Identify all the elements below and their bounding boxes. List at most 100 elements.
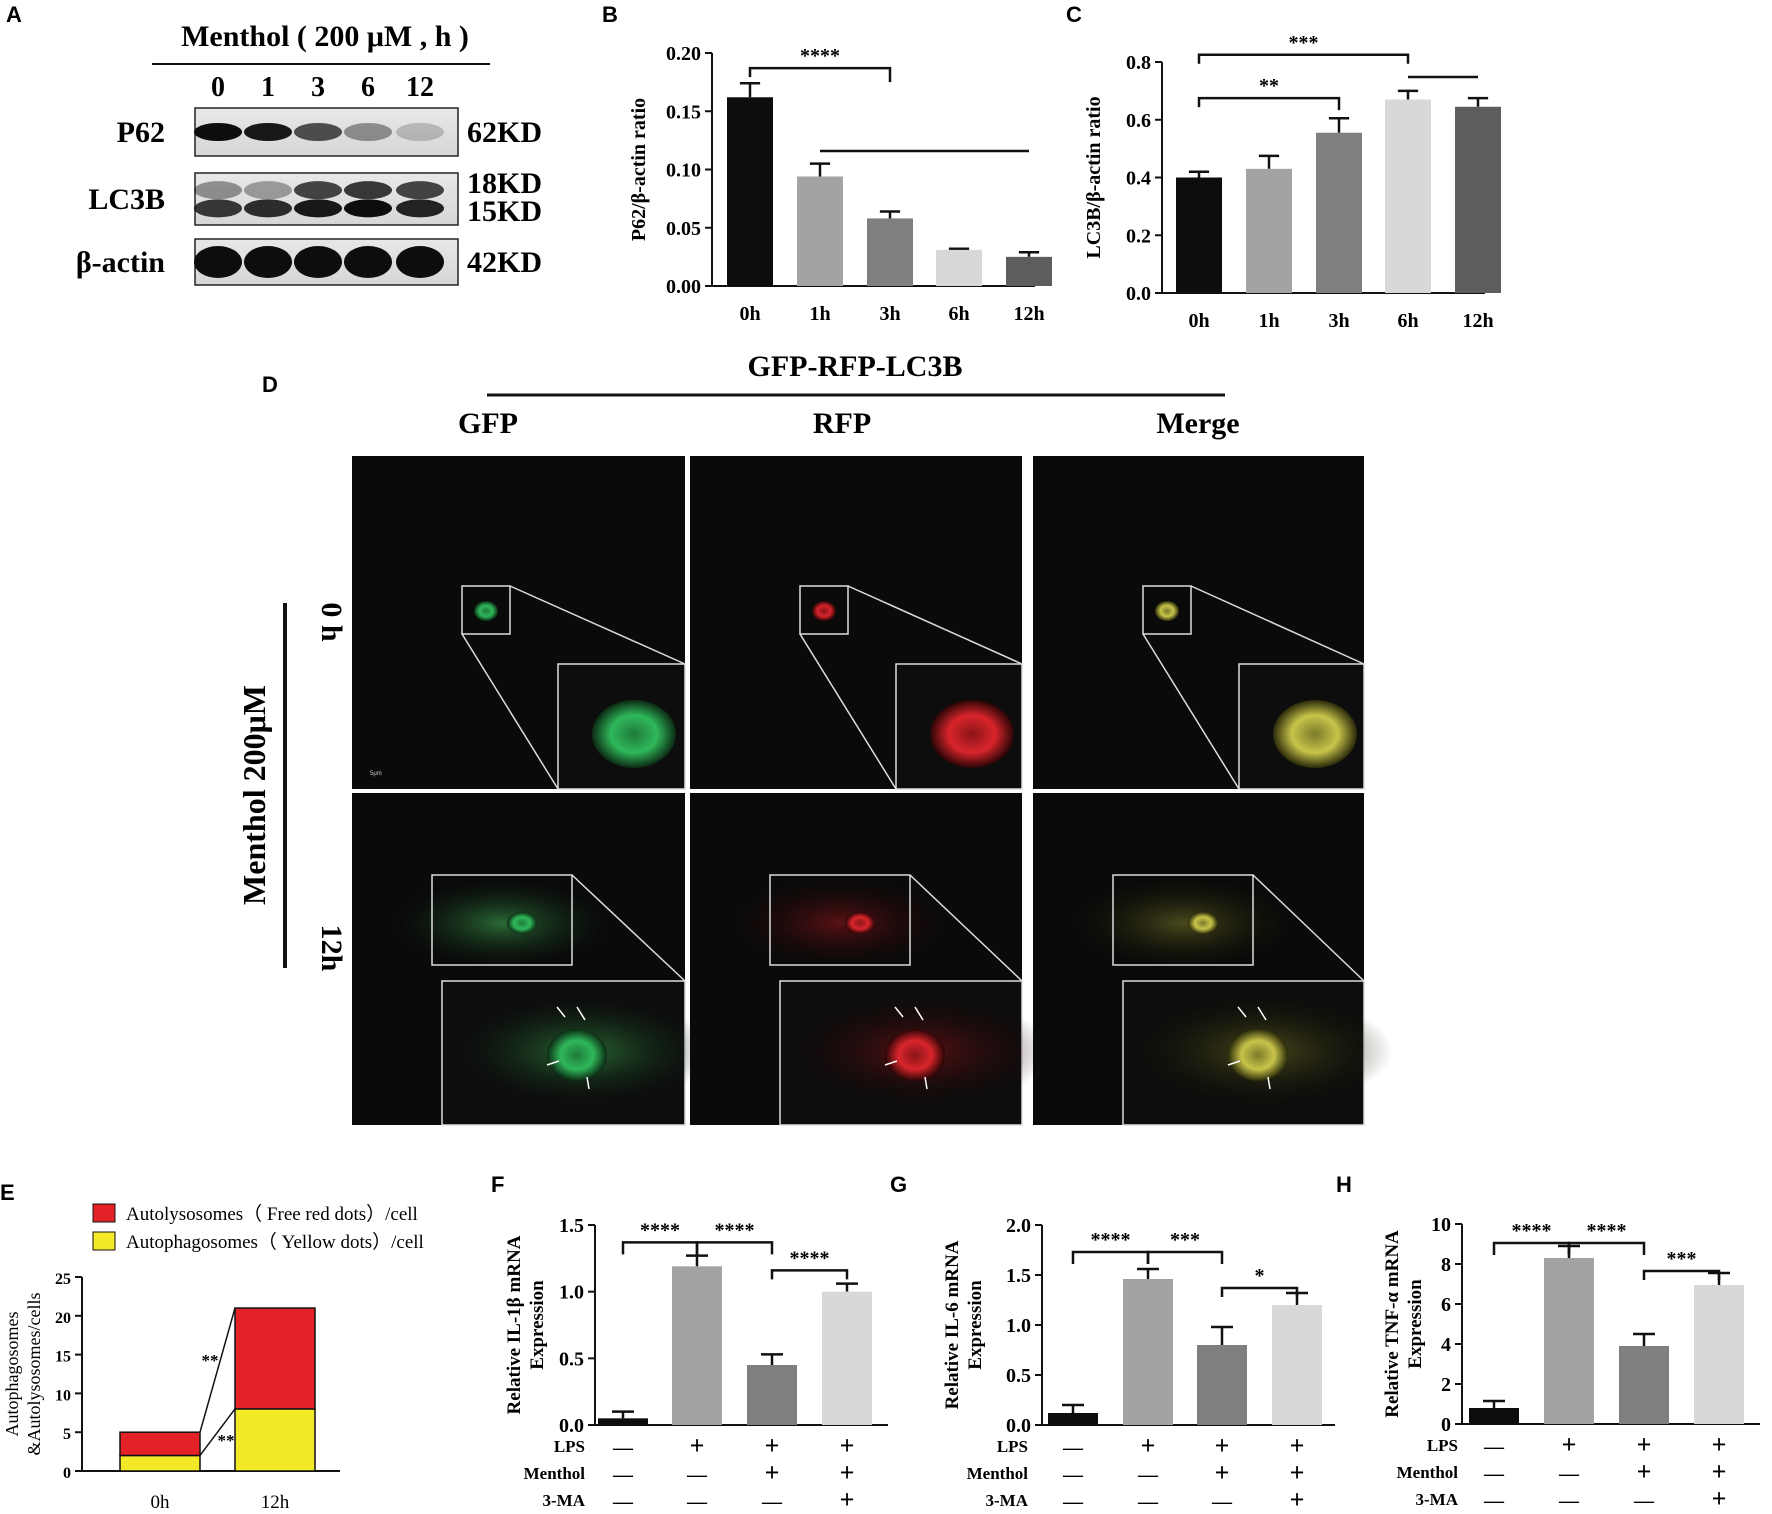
condition-label: LPS xyxy=(997,1437,1028,1456)
chart-c: C 0.0 0.2 0.4 0.6 0.8 LC3B/β-actin ratio 0h 1h 3h… xyxy=(1066,2,1501,332)
lane-label: 0 xyxy=(211,72,225,103)
bar xyxy=(867,218,913,286)
y-axis-label-line: Expression xyxy=(965,1280,986,1370)
y-tick-label: 6 xyxy=(1441,1294,1451,1316)
x-tick-label: 12h xyxy=(1013,303,1044,325)
nucleus-zoomed xyxy=(930,700,1014,768)
condition-label: 3-MA xyxy=(986,1491,1029,1510)
y-tick-label: 0.5 xyxy=(1006,1365,1031,1387)
scale-bar-label: 5μm xyxy=(370,771,382,777)
connector-line xyxy=(199,1408,236,1456)
y-tick-label: 0.15 xyxy=(666,101,701,123)
condition-mark: — xyxy=(686,1464,708,1486)
y-axis-label: P62/β-actin ratio xyxy=(628,98,650,241)
significance-bracket xyxy=(1220,1286,1299,1297)
condition-mark: + xyxy=(1141,1431,1156,1460)
y-tick-label: 1.5 xyxy=(1006,1265,1031,1287)
y-tick-label: 0.00 xyxy=(666,276,701,298)
y-tick-label: 10 xyxy=(55,1387,71,1404)
significance-label: **** xyxy=(1091,1229,1131,1251)
y-tick-label: 0.0 xyxy=(559,1415,584,1437)
blot-band xyxy=(294,181,342,200)
condition-mark: + xyxy=(1637,1430,1652,1459)
significance-label: *** xyxy=(1289,32,1319,54)
condition-mark: — xyxy=(1062,1464,1084,1486)
x-tick-label: 1h xyxy=(1258,310,1279,332)
y-tick-label: 0.0 xyxy=(1006,1415,1031,1437)
condition-mark: + xyxy=(840,1458,855,1487)
bar xyxy=(797,176,843,286)
puncta-pointer xyxy=(586,1076,590,1090)
y-axis-label-line: Relative IL-6 mRNA xyxy=(942,1240,963,1409)
condition-mark: — xyxy=(1483,1490,1505,1512)
condition-mark: — xyxy=(1633,1490,1655,1512)
significance-bracket xyxy=(1567,1241,1646,1255)
blot-lane-labels: 0 1 3 6 12 xyxy=(211,72,434,103)
panel-label: H xyxy=(1336,1172,1352,1197)
blot-band xyxy=(194,199,242,218)
legend-swatch xyxy=(92,1231,116,1251)
bar xyxy=(1385,99,1431,293)
panel-d: D GFP-RFP-LC3B GFP RFP Merge Menthol 200… xyxy=(236,350,1393,1126)
condition-mark: — xyxy=(1211,1491,1233,1513)
nucleus-thumb xyxy=(1155,601,1179,621)
cell-body xyxy=(730,878,950,968)
y-tick-label: 0.2 xyxy=(1126,225,1151,247)
puncta-pointer xyxy=(546,1060,560,1066)
y-axis-label-line: &Autolysosomes/cells xyxy=(24,1293,44,1456)
microscopy-title: GFP-RFP-LC3B xyxy=(748,350,963,383)
condition-mark: — xyxy=(761,1491,783,1513)
condition-mark: + xyxy=(1712,1430,1727,1459)
significance-bracket xyxy=(1197,53,1410,64)
y-tick-label: 0 xyxy=(1441,1414,1451,1436)
significance-label: **** xyxy=(790,1247,830,1269)
y-axis-label-line: LC3B/β-actin ratio xyxy=(1083,96,1105,258)
significance-bracket xyxy=(1642,1269,1721,1280)
legend-swatch xyxy=(92,1203,116,1223)
bar xyxy=(672,1266,722,1425)
condition-mark: — xyxy=(612,1491,634,1513)
condition-mark: + xyxy=(840,1431,855,1460)
condition-mark: — xyxy=(612,1437,634,1459)
condition-mark: — xyxy=(1558,1490,1580,1512)
significance-label: *** xyxy=(1667,1248,1697,1270)
column-label-merge: Merge xyxy=(1156,407,1239,440)
zoom-line xyxy=(1190,585,1365,665)
blot-protein-label: β-actin xyxy=(76,246,165,279)
panel-label: B xyxy=(602,2,618,27)
zoom-line xyxy=(799,633,897,790)
blot-band xyxy=(396,246,444,278)
significance-bracket xyxy=(695,1241,774,1255)
blot-protein-label: LC3B xyxy=(88,183,165,216)
condition-label: LPS xyxy=(554,1437,585,1456)
y-axis-label-line: Autophagosomes xyxy=(2,1312,22,1437)
blot-protein-label: P62 xyxy=(117,116,165,149)
blot-band xyxy=(344,123,392,141)
blot-band xyxy=(344,199,392,218)
bar xyxy=(1048,1413,1098,1425)
nucleus-zoomed xyxy=(547,1029,607,1081)
x-tick-label: 12h xyxy=(261,1492,290,1513)
y-tick-label: 0 xyxy=(63,1465,71,1482)
condition-mark: — xyxy=(1137,1491,1159,1513)
stacked-bar-segment xyxy=(234,1307,316,1410)
y-axis-label-line: Expression xyxy=(527,1280,548,1370)
x-tick-label: 1h xyxy=(809,303,830,325)
y-axis-label-line: Expression xyxy=(1405,1279,1426,1369)
stacked-bar-segment xyxy=(119,1431,201,1457)
x-tick-label: 0h xyxy=(151,1492,171,1513)
blot-band xyxy=(396,199,444,218)
significance-label: **** xyxy=(715,1219,755,1241)
panel-label-d: D xyxy=(262,372,278,397)
y-tick-label: 0.10 xyxy=(666,160,701,182)
blot-band xyxy=(294,246,342,278)
y-tick-label: 0.5 xyxy=(559,1348,584,1370)
zoom-box xyxy=(1142,585,1192,635)
y-axis-label: LC3B/β-actin ratio xyxy=(1083,96,1105,258)
condition-mark: + xyxy=(765,1458,780,1487)
puncta-pointer xyxy=(1257,1006,1267,1021)
zoom-line xyxy=(909,874,1023,982)
condition-mark: + xyxy=(1290,1431,1305,1460)
column-label-gfp: GFP xyxy=(458,407,518,440)
bar xyxy=(1123,1279,1173,1425)
